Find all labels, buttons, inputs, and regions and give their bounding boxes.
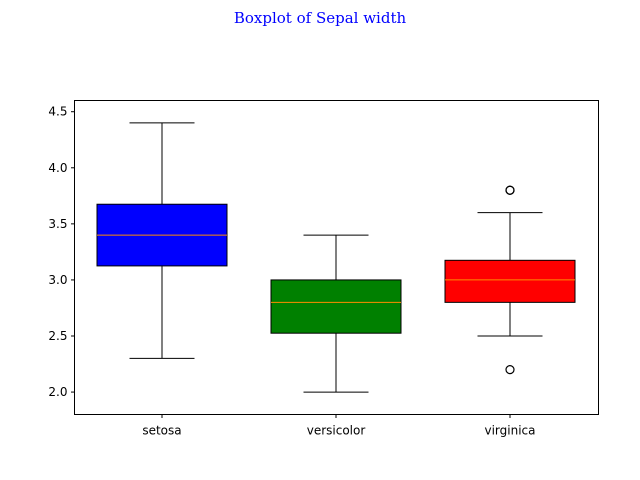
y-tick-label-2.5: 2.5 (48, 329, 67, 343)
box-versicolor (270, 234, 402, 393)
x-axis: setosa versicolor virginica (142, 414, 536, 438)
x-tick-label-virginica: virginica (485, 424, 536, 438)
y-tick-label-2.0: 2.0 (48, 385, 67, 399)
y-tick-label-4.0: 4.0 (48, 161, 67, 175)
chart-title: Boxplot of Sepal width (234, 9, 407, 27)
y-tick-label-3.5: 3.5 (48, 217, 67, 231)
box-body-virginica (444, 259, 576, 303)
x-tick-label-setosa: setosa (142, 424, 181, 438)
outlier-virginica-1 (505, 185, 515, 195)
plot-area (96, 122, 576, 393)
y-tick-label-3.0: 3.0 (48, 273, 67, 287)
y-tick-label-4.5: 4.5 (48, 105, 67, 119)
outlier-virginica-2 (505, 365, 515, 375)
box-body-versicolor (270, 279, 402, 334)
box-setosa (96, 122, 228, 359)
y-axis: 2.0 2.5 3.0 3.5 4.0 4.5 (48, 105, 75, 399)
x-tick-label-versicolor: versicolor (307, 424, 366, 438)
box-virginica (444, 185, 576, 375)
